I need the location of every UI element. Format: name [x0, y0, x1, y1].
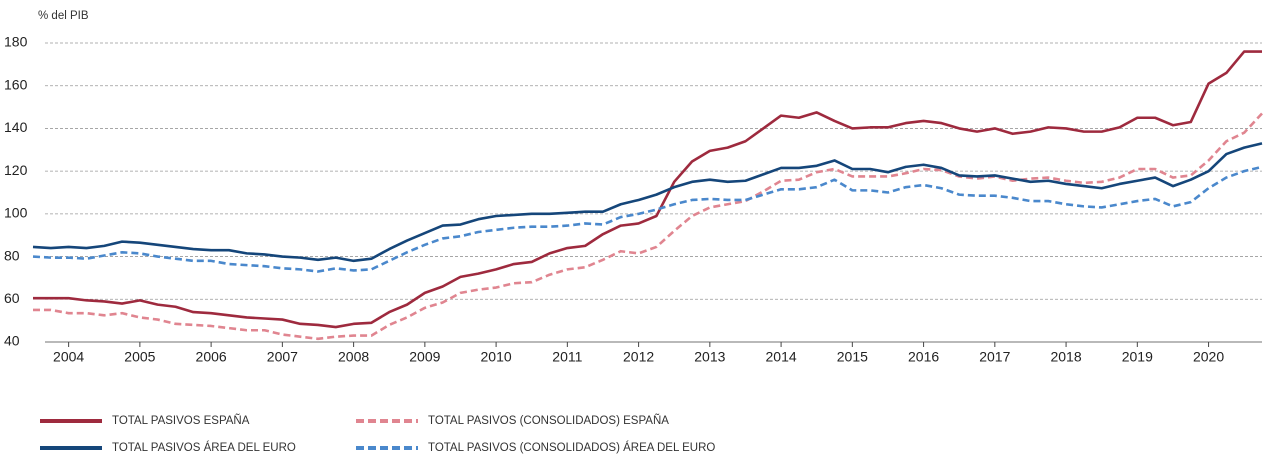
x-tick-label: 2009: [409, 349, 440, 365]
x-tick-label: 2010: [481, 349, 512, 365]
legend-label: TOTAL PASIVOS ESPAÑA: [112, 414, 250, 427]
x-tick-label: 2013: [694, 349, 725, 365]
y-tick-label: 120: [4, 162, 28, 178]
x-tick-label: 2011: [552, 349, 582, 365]
legend-label: TOTAL PASIVOS (CONSOLIDADOS) ESPAÑA: [428, 414, 669, 427]
legend-label: TOTAL PASIVOS (CONSOLIDADOS) ÁREA DEL EU…: [428, 441, 715, 454]
x-tick-label: 2015: [837, 349, 868, 365]
x-tick-label: 2017: [979, 349, 1010, 365]
x-tick-label: 2006: [196, 349, 227, 365]
x-tick-label: 2016: [908, 349, 939, 365]
legend-label: TOTAL PASIVOS ÁREA DEL EURO: [112, 441, 296, 454]
y-tick-label: 40: [4, 333, 20, 349]
x-tick-label: 2005: [124, 349, 155, 365]
y-tick-label: 60: [4, 290, 20, 306]
y-axis-label: % del PIB: [38, 10, 89, 22]
y-tick-label: 100: [4, 205, 28, 221]
x-tick-label: 2014: [766, 349, 797, 365]
x-tick-label: 2008: [338, 349, 369, 365]
x-tick-label: 2004: [53, 349, 84, 365]
x-tick-label: 2007: [267, 349, 298, 365]
series-line: [32, 142, 1263, 263]
y-tick-label: 180: [4, 34, 28, 50]
x-tick-label: 2020: [1193, 349, 1224, 365]
y-tick-label: 140: [4, 119, 28, 135]
series-line: [33, 50, 1262, 329]
x-tick-label: 2019: [1122, 349, 1153, 365]
y-tick-label: 80: [4, 247, 20, 263]
series-line: [33, 112, 1263, 341]
x-tick-label: 2012: [623, 349, 654, 365]
y-tick-label: 160: [4, 76, 28, 92]
series-line: [32, 165, 1263, 273]
x-tick-label: 2018: [1050, 349, 1081, 365]
